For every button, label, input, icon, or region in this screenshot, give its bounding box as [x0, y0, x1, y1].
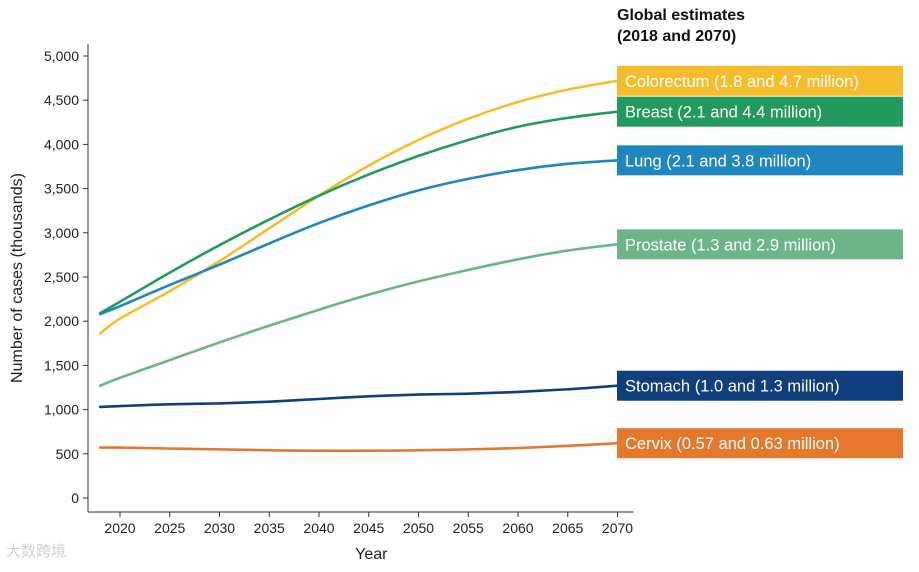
x-tick-label: 2050	[403, 520, 434, 536]
legend-label: Colorectum (1.8 and 4.7 million)	[625, 73, 859, 91]
legend-item: Colorectum (1.8 and 4.7 million)	[617, 65, 903, 96]
x-tick-label: 2035	[254, 520, 285, 536]
x-tick-label: 2045	[353, 520, 384, 536]
series-line-2	[98, 159, 619, 316]
x-tick-label: 2030	[204, 520, 235, 536]
legend-box	[617, 428, 903, 459]
legend-heading-line: (2018 and 2070)	[617, 28, 736, 45]
y-tick-label: 1,000	[44, 402, 79, 418]
legend-label: Breast (2.1 and 4.4 million)	[625, 104, 822, 122]
legend-label: Stomach (1.0 and 1.3 million)	[625, 378, 840, 396]
x-tick-label: 2055	[453, 520, 484, 536]
y-tick-label: 4,500	[44, 92, 79, 108]
x-tick-label: 2020	[104, 520, 135, 536]
legend-label: Lung (2.1 and 3.8 million)	[625, 152, 811, 170]
axes: 0 500 1,000 1,500 2,000 2,500 3,000 3,500 4,000 4…	[9, 44, 634, 563]
legend-box	[617, 370, 903, 401]
y-tick-label: 3,000	[44, 225, 79, 241]
legend-item: Lung (2.1 and 3.8 million)	[617, 145, 903, 176]
legend-item: Stomach (1.0 and 1.3 million)	[617, 370, 903, 401]
series-line-3	[98, 242, 619, 388]
legend-label: Cervix (0.57 and 0.63 million)	[625, 435, 840, 453]
x-tick-label: 2070	[602, 520, 633, 536]
legend-heading-line: Global estimates	[617, 7, 745, 24]
x-tick-label: 2040	[303, 520, 334, 536]
watermark: 大数跨境	[6, 542, 67, 560]
y-tick-label: 1,500	[44, 357, 79, 373]
legend-item: Breast (2.1 and 4.4 million)	[617, 96, 903, 127]
series-line-4	[98, 384, 619, 409]
legend-heading: Global estimates (2018 and 2070)	[617, 7, 745, 45]
y-axis-title: Number of cases (thousands)	[9, 173, 26, 383]
legend-box	[617, 65, 903, 96]
legend-box	[617, 229, 903, 260]
y-tick-label: 5,000	[44, 48, 79, 64]
legend-label: Prostate (1.3 and 2.9 million)	[625, 236, 836, 254]
x-tick-label: 2065	[552, 520, 583, 536]
y-tick-label: 4,000	[44, 136, 79, 152]
legend-item: Prostate (1.3 and 2.9 million)	[617, 229, 903, 260]
legend-box	[617, 145, 903, 176]
legend-box	[617, 96, 903, 127]
y-tick-label: 2,000	[44, 313, 79, 329]
legend-item: Cervix (0.57 and 0.63 million)	[617, 428, 903, 459]
legend: Colorectum (1.8 and 4.7 million) Breast (…	[617, 65, 903, 459]
y-tick-label: 0	[71, 490, 79, 506]
y-tick-label: 500	[56, 446, 80, 462]
series-line-1	[98, 110, 619, 315]
x-tick-label: 2025	[154, 520, 185, 536]
y-tick-label: 3,500	[44, 181, 79, 197]
x-axis-title: Year	[355, 546, 388, 563]
series-lines	[98, 79, 619, 453]
x-tick-label: 2060	[502, 520, 533, 536]
y-tick-label: 2,500	[44, 269, 79, 285]
series-line-0	[98, 79, 619, 335]
series-line-5	[98, 441, 619, 453]
